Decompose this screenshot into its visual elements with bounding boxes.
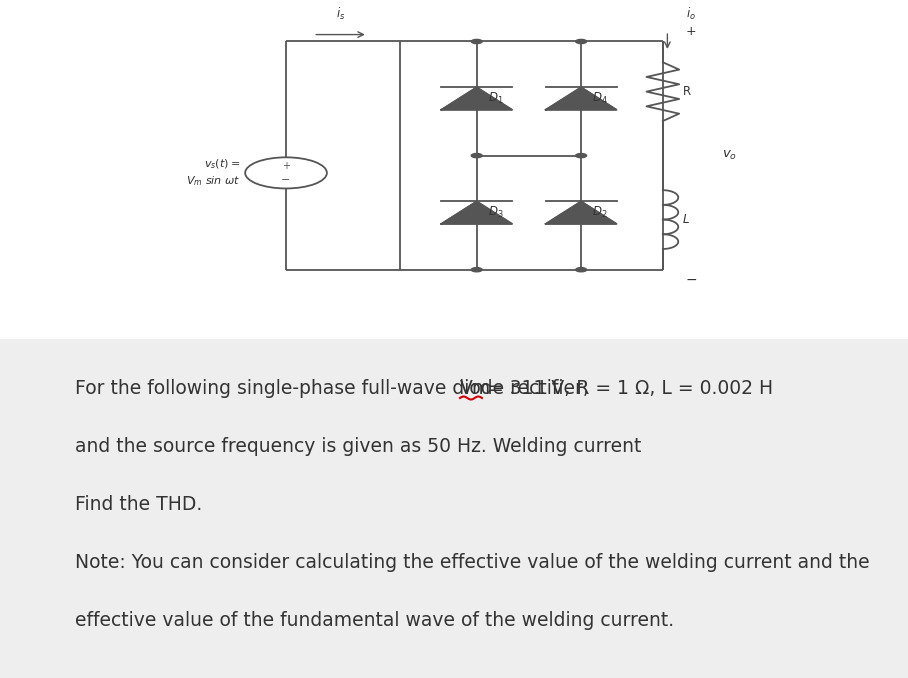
Text: $D_4$: $D_4$ [592, 91, 607, 106]
Text: $i_s$: $i_s$ [336, 6, 345, 22]
Text: $V_m$ sin $\omega t$: $V_m$ sin $\omega t$ [186, 175, 241, 188]
Polygon shape [441, 201, 512, 224]
Text: −: − [686, 273, 697, 287]
Circle shape [471, 39, 482, 43]
Polygon shape [546, 201, 617, 224]
Text: Find the THD.: Find the THD. [75, 495, 202, 514]
Circle shape [576, 39, 587, 43]
Circle shape [471, 268, 482, 272]
Text: L: L [683, 213, 689, 226]
Circle shape [576, 268, 587, 272]
Text: +: + [686, 24, 696, 37]
Text: +: + [282, 161, 290, 171]
Text: $v_s(t) =$: $v_s(t) =$ [204, 157, 241, 171]
Text: $D_1$: $D_1$ [488, 91, 503, 106]
Circle shape [576, 153, 587, 158]
Text: $D_2$: $D_2$ [592, 205, 607, 220]
Polygon shape [441, 87, 512, 110]
Text: $D_3$: $D_3$ [488, 205, 503, 220]
Text: R: R [683, 85, 691, 98]
Text: = 311 V, R = 1 Ω, L = 0.002 H: = 311 V, R = 1 Ω, L = 0.002 H [482, 379, 773, 398]
Circle shape [471, 153, 482, 158]
Text: Vm: Vm [460, 379, 491, 398]
Text: $v_o$: $v_o$ [722, 149, 737, 162]
FancyBboxPatch shape [0, 339, 908, 678]
Text: and the source frequency is given as 50 Hz. Welding current: and the source frequency is given as 50 … [75, 437, 641, 456]
Text: Note: You can consider calculating the effective value of the welding current an: Note: You can consider calculating the e… [75, 553, 870, 572]
Text: effective value of the fundamental wave of the welding current.: effective value of the fundamental wave … [75, 611, 674, 630]
Text: $i_o$: $i_o$ [686, 6, 696, 22]
Polygon shape [546, 87, 617, 110]
Text: −: − [281, 175, 291, 185]
Text: For the following single-phase full-wave diode rectifier,: For the following single-phase full-wave… [75, 379, 595, 398]
